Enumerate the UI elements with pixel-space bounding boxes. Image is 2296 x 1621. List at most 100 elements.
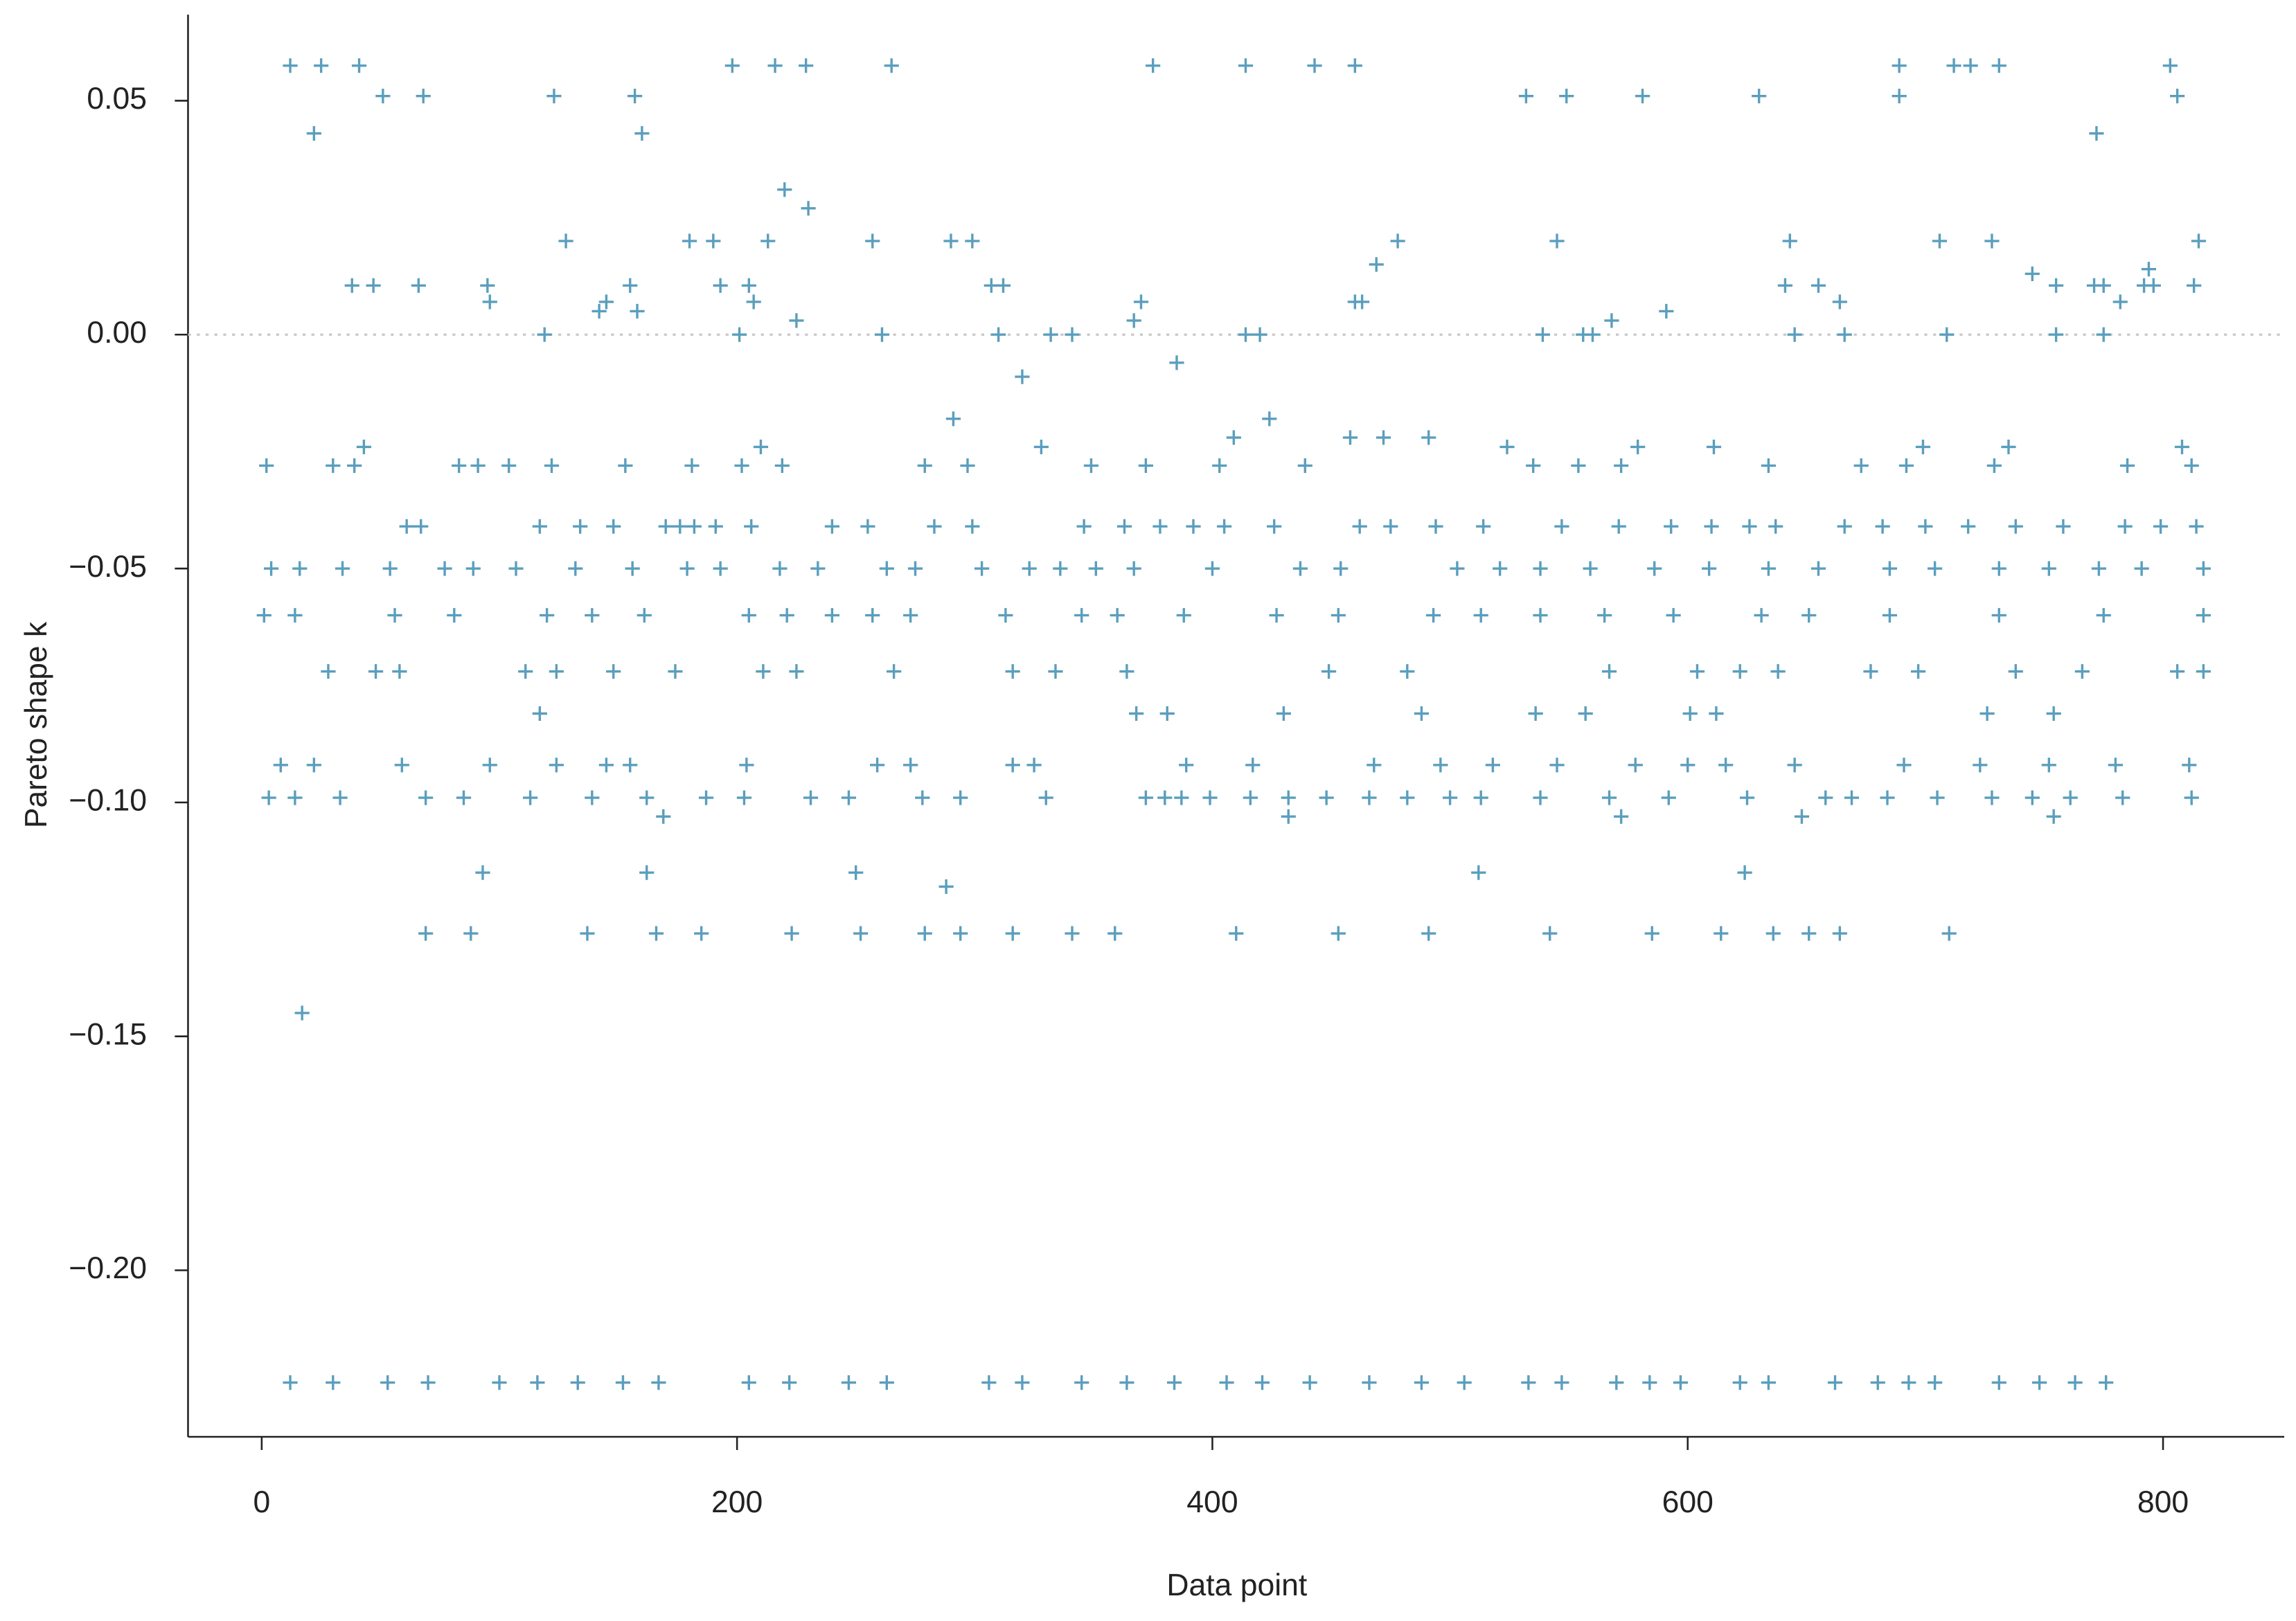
point (1521, 1375, 1536, 1390)
point (1169, 355, 1184, 370)
point (2074, 664, 2090, 679)
point (585, 790, 600, 805)
point (1138, 790, 1153, 805)
point (623, 758, 638, 773)
point (1216, 519, 1232, 534)
point (1801, 926, 1817, 941)
point (1083, 458, 1099, 473)
point (731, 327, 747, 342)
point (799, 58, 814, 73)
point (938, 879, 954, 895)
point (523, 790, 538, 805)
point (321, 664, 336, 679)
point (1837, 327, 1852, 342)
point (860, 519, 875, 534)
point (2056, 519, 2071, 534)
point (2170, 664, 2185, 679)
point (570, 1375, 585, 1390)
point (1642, 1375, 1657, 1390)
point (1787, 758, 1802, 773)
point (907, 561, 923, 576)
point (879, 1375, 894, 1390)
point (887, 664, 902, 679)
point (1450, 561, 1465, 576)
point (447, 608, 462, 623)
point (1179, 758, 1194, 773)
point (1015, 369, 1030, 384)
point (283, 1375, 298, 1390)
point (1765, 926, 1781, 941)
point (2196, 561, 2211, 576)
point (698, 790, 714, 805)
point (1979, 706, 1995, 722)
point (306, 126, 321, 141)
point (981, 1375, 997, 1390)
point (606, 519, 621, 534)
point (1559, 89, 1574, 104)
point (452, 458, 467, 473)
point (2108, 758, 2124, 773)
point (1425, 608, 1441, 623)
point (810, 561, 826, 576)
y-tick-label: 0.05 (87, 82, 147, 116)
point (1276, 706, 1291, 722)
point (1583, 561, 1598, 576)
point (501, 458, 517, 473)
point (1129, 706, 1144, 722)
point (2153, 519, 2169, 534)
point (1963, 58, 1978, 73)
point (772, 561, 787, 576)
point (1682, 706, 1698, 722)
point (1875, 519, 1890, 534)
point (273, 758, 288, 773)
point (903, 608, 918, 623)
point (684, 458, 700, 473)
point (2099, 1375, 2114, 1390)
point (544, 458, 560, 473)
point (1033, 439, 1049, 454)
point (1212, 458, 1227, 473)
point (1281, 809, 1296, 824)
point (953, 790, 968, 805)
point (686, 519, 702, 534)
point (2041, 561, 2056, 576)
point (965, 233, 980, 249)
point (1174, 790, 1189, 805)
x-tick-label: 600 (1662, 1485, 1714, 1519)
point (965, 519, 980, 534)
point (679, 561, 695, 576)
point (841, 1375, 857, 1390)
point (259, 458, 274, 473)
point (1457, 1375, 1472, 1390)
point (1939, 327, 1955, 342)
point (1528, 706, 1543, 722)
point (1882, 608, 1898, 623)
point (637, 608, 652, 623)
point (630, 303, 645, 319)
point (416, 89, 431, 104)
point (2196, 608, 2211, 623)
point (1614, 809, 1629, 824)
point (1485, 758, 1500, 773)
point (739, 758, 754, 773)
point (782, 1375, 797, 1390)
point (482, 294, 497, 310)
point (518, 664, 533, 679)
point (1245, 758, 1261, 773)
point (1347, 58, 1362, 73)
point (1928, 1375, 1943, 1390)
point (658, 519, 673, 534)
point (1673, 1375, 1689, 1390)
point (953, 926, 968, 941)
point (623, 278, 638, 293)
point (803, 790, 819, 805)
point (1400, 790, 1415, 805)
point (1794, 809, 1810, 824)
point (1770, 664, 1786, 679)
point (580, 926, 595, 941)
y-tick-label: −0.20 (69, 1251, 147, 1285)
point (1226, 430, 1241, 445)
point (326, 458, 341, 473)
point (368, 664, 384, 679)
